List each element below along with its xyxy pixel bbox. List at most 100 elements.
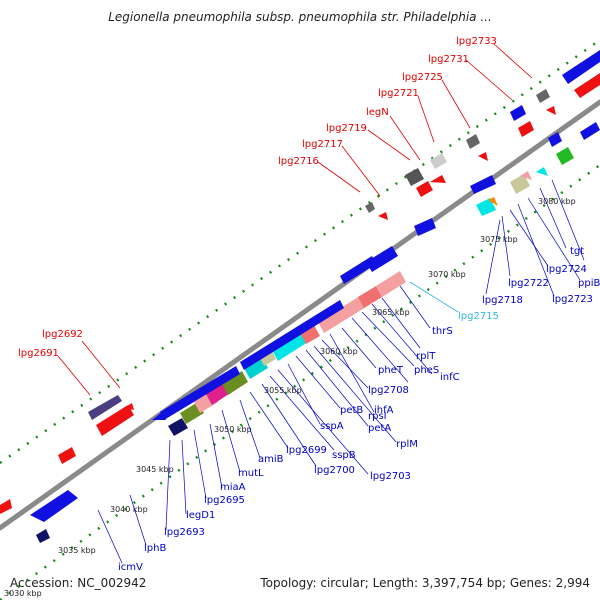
gene-arrow[interactable] [378, 212, 388, 220]
gene-label-forward[interactable]: lpg2716 [278, 156, 319, 167]
gene-block[interactable] [222, 371, 248, 395]
gene-block[interactable] [300, 325, 320, 344]
gene-label-reverse[interactable]: icmV [118, 562, 143, 573]
gene-block[interactable] [574, 73, 600, 98]
forward-dotted-ring [0, 38, 600, 465]
gene-label-reverse[interactable]: sspB [332, 450, 356, 461]
gene-label-reverse[interactable]: sspA [320, 421, 344, 432]
kbp-tick: 3070 kbp [428, 270, 466, 279]
gene-label-forward[interactable]: lpg2721 [378, 88, 419, 99]
gene-label-reverse[interactable]: pheT [378, 365, 404, 376]
gene-block[interactable] [466, 134, 480, 149]
kbp-tick: 3035 kbp [58, 546, 96, 555]
gene-block[interactable] [318, 296, 366, 333]
gene-label-reverse[interactable]: ihfA [374, 405, 394, 416]
gene-arrow[interactable] [430, 175, 446, 183]
gene-block[interactable] [376, 271, 406, 297]
gene-label-reverse[interactable]: lpg2703 [370, 471, 411, 482]
forward-gene-blocks [0, 50, 600, 514]
gene-label-reverse[interactable]: lpg2718 [482, 295, 523, 306]
gene-block[interactable] [358, 286, 382, 308]
kbp-tick: 3040 kbp [110, 505, 148, 514]
gene-label-reverse[interactable]: mutL [238, 468, 264, 479]
gene-label-reverse[interactable]: infC [440, 372, 460, 383]
gene-label-reverse[interactable]: miaA [220, 482, 246, 493]
gene-label-reverse[interactable]: thrS [432, 326, 453, 337]
gene-label-reverse[interactable]: lpg2708 [368, 385, 409, 396]
gene-label-reverse[interactable]: legD1 [186, 510, 215, 521]
gene-block[interactable] [580, 122, 600, 140]
gene-label-reverse[interactable]: lpg2722 [508, 278, 549, 289]
gene-label-forward[interactable]: lpg2719 [326, 123, 367, 134]
gene-block[interactable] [520, 171, 532, 180]
gene-block[interactable] [240, 300, 344, 370]
gene-block[interactable] [536, 167, 548, 176]
gene-block[interactable] [0, 499, 12, 514]
gene-label-reverse[interactable]: tgt [570, 246, 584, 257]
kbp-ticks: 3035 kbp 3040 kbp 3045 kbp 3050 kbp 3055… [58, 197, 576, 555]
gene-label-forward[interactable]: lpg2692 [42, 329, 83, 340]
kbp-tick: 3060 kbp [320, 347, 358, 356]
gene-label-reverse[interactable]: lpg2724 [546, 264, 587, 275]
gene-block[interactable] [562, 50, 600, 84]
gene-block[interactable] [416, 181, 433, 197]
gene-block[interactable] [430, 153, 447, 169]
gene-label-reverse[interactable]: lphB [144, 543, 166, 554]
genome-backbone [0, 99, 600, 531]
gene-label-reverse[interactable]: lpg2699 [286, 445, 327, 456]
gene-block[interactable] [36, 529, 50, 543]
gene-label-highlighted[interactable]: lpg2715 [458, 311, 499, 322]
gene-block[interactable] [414, 218, 436, 236]
gene-label-forward[interactable]: lpg2691 [18, 348, 59, 359]
gene-block[interactable] [96, 405, 134, 436]
gene-label-reverse[interactable]: petA [368, 423, 391, 434]
gene-label-forward[interactable]: legN [366, 107, 389, 118]
reverse-dotted-ring [0, 163, 600, 600]
gene-label-reverse[interactable]: rplM [396, 439, 418, 450]
gene-label-forward[interactable]: lpg2717 [302, 139, 343, 150]
gene-block[interactable] [160, 366, 240, 420]
reverse-gene-blocks [30, 122, 600, 543]
gene-arrow[interactable] [478, 152, 488, 161]
kbp-tick: 3045 kbp [136, 465, 174, 474]
gene-block[interactable] [168, 418, 188, 436]
gene-block[interactable] [30, 490, 78, 522]
gene-label-reverse[interactable]: pheS [414, 365, 439, 376]
gene-block[interactable] [548, 132, 562, 147]
gene-label-reverse[interactable]: lpg2693 [164, 527, 205, 538]
gene-block[interactable] [365, 202, 375, 213]
gene-block[interactable] [470, 175, 496, 194]
gene-label-reverse[interactable]: lpg2695 [204, 495, 245, 506]
gene-label-reverse[interactable]: lpg2700 [314, 465, 355, 476]
gene-block[interactable] [488, 197, 498, 206]
topology-text: Topology: circular; Length: 3,397,754 bp… [260, 576, 590, 590]
gene-block[interactable] [518, 121, 534, 137]
gene-label-forward[interactable]: lpg2733 [456, 36, 497, 47]
gene-label-reverse[interactable]: amiB [258, 454, 284, 465]
gene-arrow[interactable] [124, 403, 134, 410]
gene-block[interactable] [536, 89, 550, 103]
kbp-tick: 3050 kbp [214, 425, 252, 434]
gene-block[interactable] [556, 147, 574, 165]
gene-block[interactable] [510, 105, 526, 121]
gene-arrow[interactable] [546, 106, 556, 115]
gene-label-forward[interactable]: lpg2731 [428, 54, 469, 65]
gene-block[interactable] [260, 351, 276, 366]
gene-label-reverse[interactable]: petB [340, 405, 363, 416]
gene-block[interactable] [88, 395, 122, 420]
gene-label-forward[interactable]: lpg2725 [402, 72, 443, 83]
gene-label-reverse[interactable]: rplT [416, 351, 436, 362]
gene-block[interactable] [58, 447, 76, 464]
gene-block[interactable] [476, 198, 496, 216]
gene-block[interactable] [510, 174, 530, 194]
gene-block[interactable] [366, 246, 398, 272]
gene-block[interactable] [244, 357, 268, 379]
cutoff-kbp-label: 3030 kbp [4, 589, 42, 598]
gene-block[interactable] [405, 168, 424, 186]
gene-label-reverse[interactable]: rpsI [368, 411, 387, 422]
gene-label-reverse[interactable]: lpg2723 [552, 294, 593, 305]
gene-block[interactable] [272, 331, 308, 361]
gene-label-reverse[interactable]: ppiB [578, 278, 600, 289]
